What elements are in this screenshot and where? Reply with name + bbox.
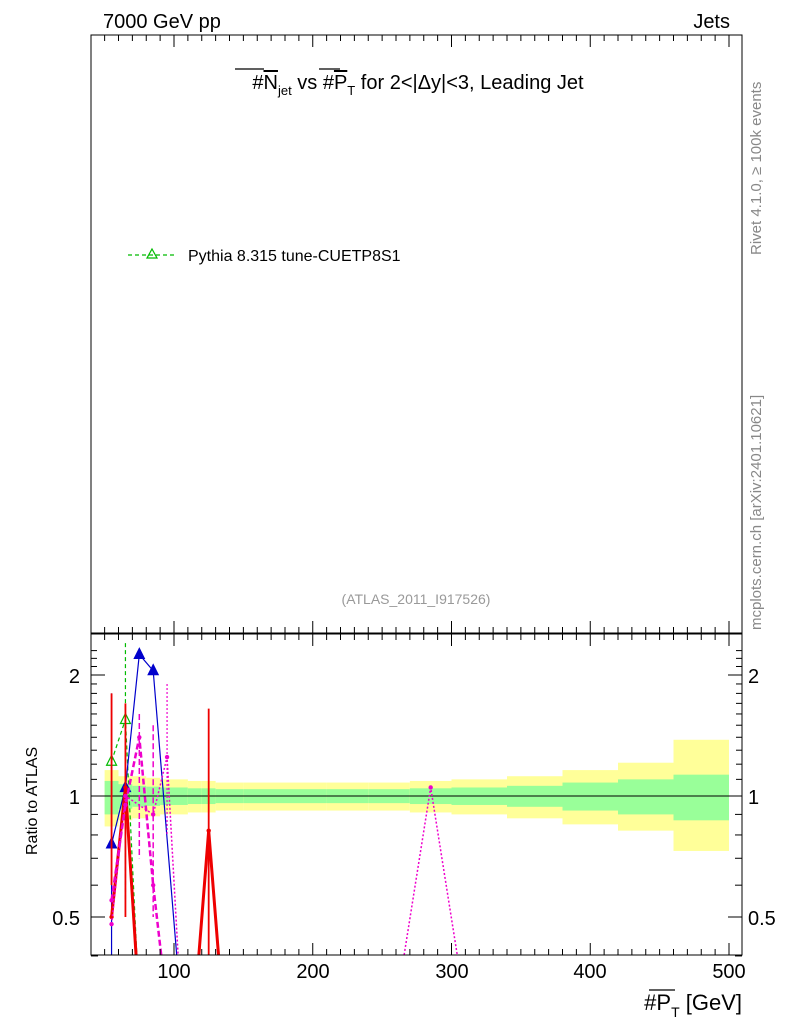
jets-label: Jets [693,11,730,33]
main-panel-frame [90,34,743,634]
title-tail: for 2<|Δy|<3, Leading Jet [355,72,584,94]
y-axis-label: Ratio to ATLAS [24,747,41,855]
ytick-label-left-0.5: 0.5 [52,908,80,930]
data-point [150,882,156,888]
title-p-sub: T [347,83,355,98]
data-point [206,828,211,833]
series-4 [109,713,163,955]
xtick-label-300: 300 [435,961,468,983]
data-point [150,812,156,817]
title-n: N [264,72,278,94]
legend-label: Pythia 8.315 tune-CUETP8S1 [188,248,401,265]
ratio-panel-frame [90,633,743,956]
band-inner-bin [673,774,729,821]
series-5 [109,683,179,955]
uncertainty-bands [104,739,729,851]
data-point [123,785,128,790]
series-line [110,756,179,955]
xlabel-sub: T [671,1004,680,1020]
series-6 [403,785,459,955]
title-p: P [334,72,347,94]
data-point [109,921,114,927]
xlabel-hash: # [644,990,657,1015]
ytick-label-right-1: 1 [748,787,759,809]
x-axis-label: #PT [GeV] [644,990,742,1020]
title-mid: vs # [292,72,335,94]
data-point [109,898,114,903]
band-inner-bin [562,782,618,811]
series-2 [109,693,138,955]
band-inner-bin [618,779,674,815]
data-point [133,647,146,660]
ytick-label-right-0.5: 0.5 [748,908,776,930]
ytick-label-left-1: 1 [69,787,80,809]
xtick-label-200: 200 [296,961,329,983]
title-hash: # [252,72,264,94]
mcplots-label: mcplots.cern.ch [arXiv:2401.10621] [748,395,765,630]
xtick-label-400: 400 [573,961,606,983]
series-3 [197,708,221,955]
energy-label: 7000 GeV pp [103,11,221,33]
data-point [137,735,142,740]
reference-label: (ATLAS_2011_I917526) [342,591,491,607]
ytick-label-right-2: 2 [748,666,759,688]
series-1 [105,647,178,955]
main-title: #Njet vs #PT for 2<|Δy|<3, Leading Jet [252,72,584,98]
legend: Pythia 8.315 tune-CUETP8S1 [128,247,401,265]
xtick-label-100: 100 [157,961,190,983]
ratio-series [105,643,459,955]
rivet-label: Rivet 4.1.0, ≥ 100k events [748,82,765,255]
xlabel-p: P [656,990,671,1015]
data-point [428,785,433,790]
xtick-label-500: 500 [712,961,745,983]
ratio-panel: 2 1 0.5 2 1 0.5 100 200 300 400 500 Rati… [24,35,776,1020]
data-point [164,754,170,760]
axis-ticks [91,35,742,957]
xlabel-unit: [GeV] [680,990,742,1015]
title-n-sub: jet [277,83,292,98]
ytick-label-left-2: 2 [69,666,80,688]
legend-marker [145,247,159,259]
data-point [123,793,128,799]
data-point [147,663,160,676]
